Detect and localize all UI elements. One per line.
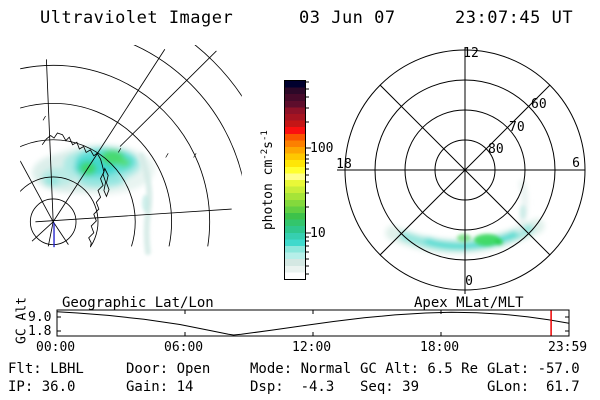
xtick-2359: 23:59 [548, 340, 588, 355]
geo-grid [20, 45, 242, 247]
timeline-ticks [57, 310, 569, 336]
status-filter: Flt: LBHL [8, 361, 84, 377]
xtick-1800: 18:00 [420, 340, 460, 355]
grid-tick-glyphs [42, 115, 197, 158]
status-mode: Mode: Normal [250, 361, 352, 377]
status-ip: IP: 36.0 [8, 379, 76, 395]
unit-prefix: photon cm [261, 159, 277, 231]
xtick-0600: 06:00 [164, 340, 204, 355]
xtick-0000: 00:00 [36, 340, 76, 355]
status-gain: Gain: 14 [126, 379, 194, 395]
status-dsp: Dsp: -4.3 [250, 379, 335, 395]
geo-panel-caption: Geographic Lat/Lon [62, 295, 214, 311]
geo-map-panel [20, 45, 242, 256]
colorbar-unit-label: photon cm-2s-1 [260, 100, 276, 260]
unit-sup1: -2 [259, 148, 270, 160]
mlt-label-0: 0 [465, 274, 473, 289]
gc-alt-timeline-plot [56, 309, 570, 337]
ytick-1-8: 1.8 [28, 324, 52, 339]
status-glon: GLon: 61.7 [487, 379, 580, 395]
geo-aurora-faint-trail [138, 152, 153, 256]
coastline [41, 132, 105, 248]
ytick-9: 9.0 [28, 310, 52, 325]
mlt-label-18: 18 [336, 157, 352, 172]
status-door: Door: Open [126, 361, 211, 377]
colorbar [284, 80, 306, 280]
mlat-ring-label-70: 70 [509, 120, 525, 135]
unit-mid: s [261, 141, 277, 149]
coastline-peninsula [102, 167, 110, 198]
status-seq: Seq: 39 [360, 379, 420, 395]
polar-aurora-bright-spots [457, 205, 526, 246]
date-label: 03 Jun 07 [299, 8, 396, 28]
mlat-ring-label-80: 80 [488, 142, 504, 157]
unit-sup2: -1 [259, 130, 270, 142]
status-gc-alt: GC Alt: 6.5 Re [360, 361, 479, 377]
time-label: 23:07:45 UT [455, 8, 574, 28]
polar-panel: 12 18 6 0 80 70 60 [336, 46, 586, 294]
colorbar-ticks [306, 81, 311, 275]
mlt-label-6: 6 [572, 156, 580, 171]
mlt-label-12: 12 [463, 46, 479, 61]
mlat-ring-label-60: 60 [531, 97, 547, 112]
colorbar-tick-100: 100 [310, 141, 334, 156]
xtick-1200: 12:00 [292, 340, 332, 355]
page-title: Ultraviolet Imager [40, 8, 234, 28]
colorbar-tick-10: 10 [310, 226, 326, 241]
polar-grid [337, 47, 586, 294]
apex-panel-caption: Apex MLat/MLT [414, 295, 524, 311]
status-glat: GLat: -57.0 [487, 361, 580, 377]
